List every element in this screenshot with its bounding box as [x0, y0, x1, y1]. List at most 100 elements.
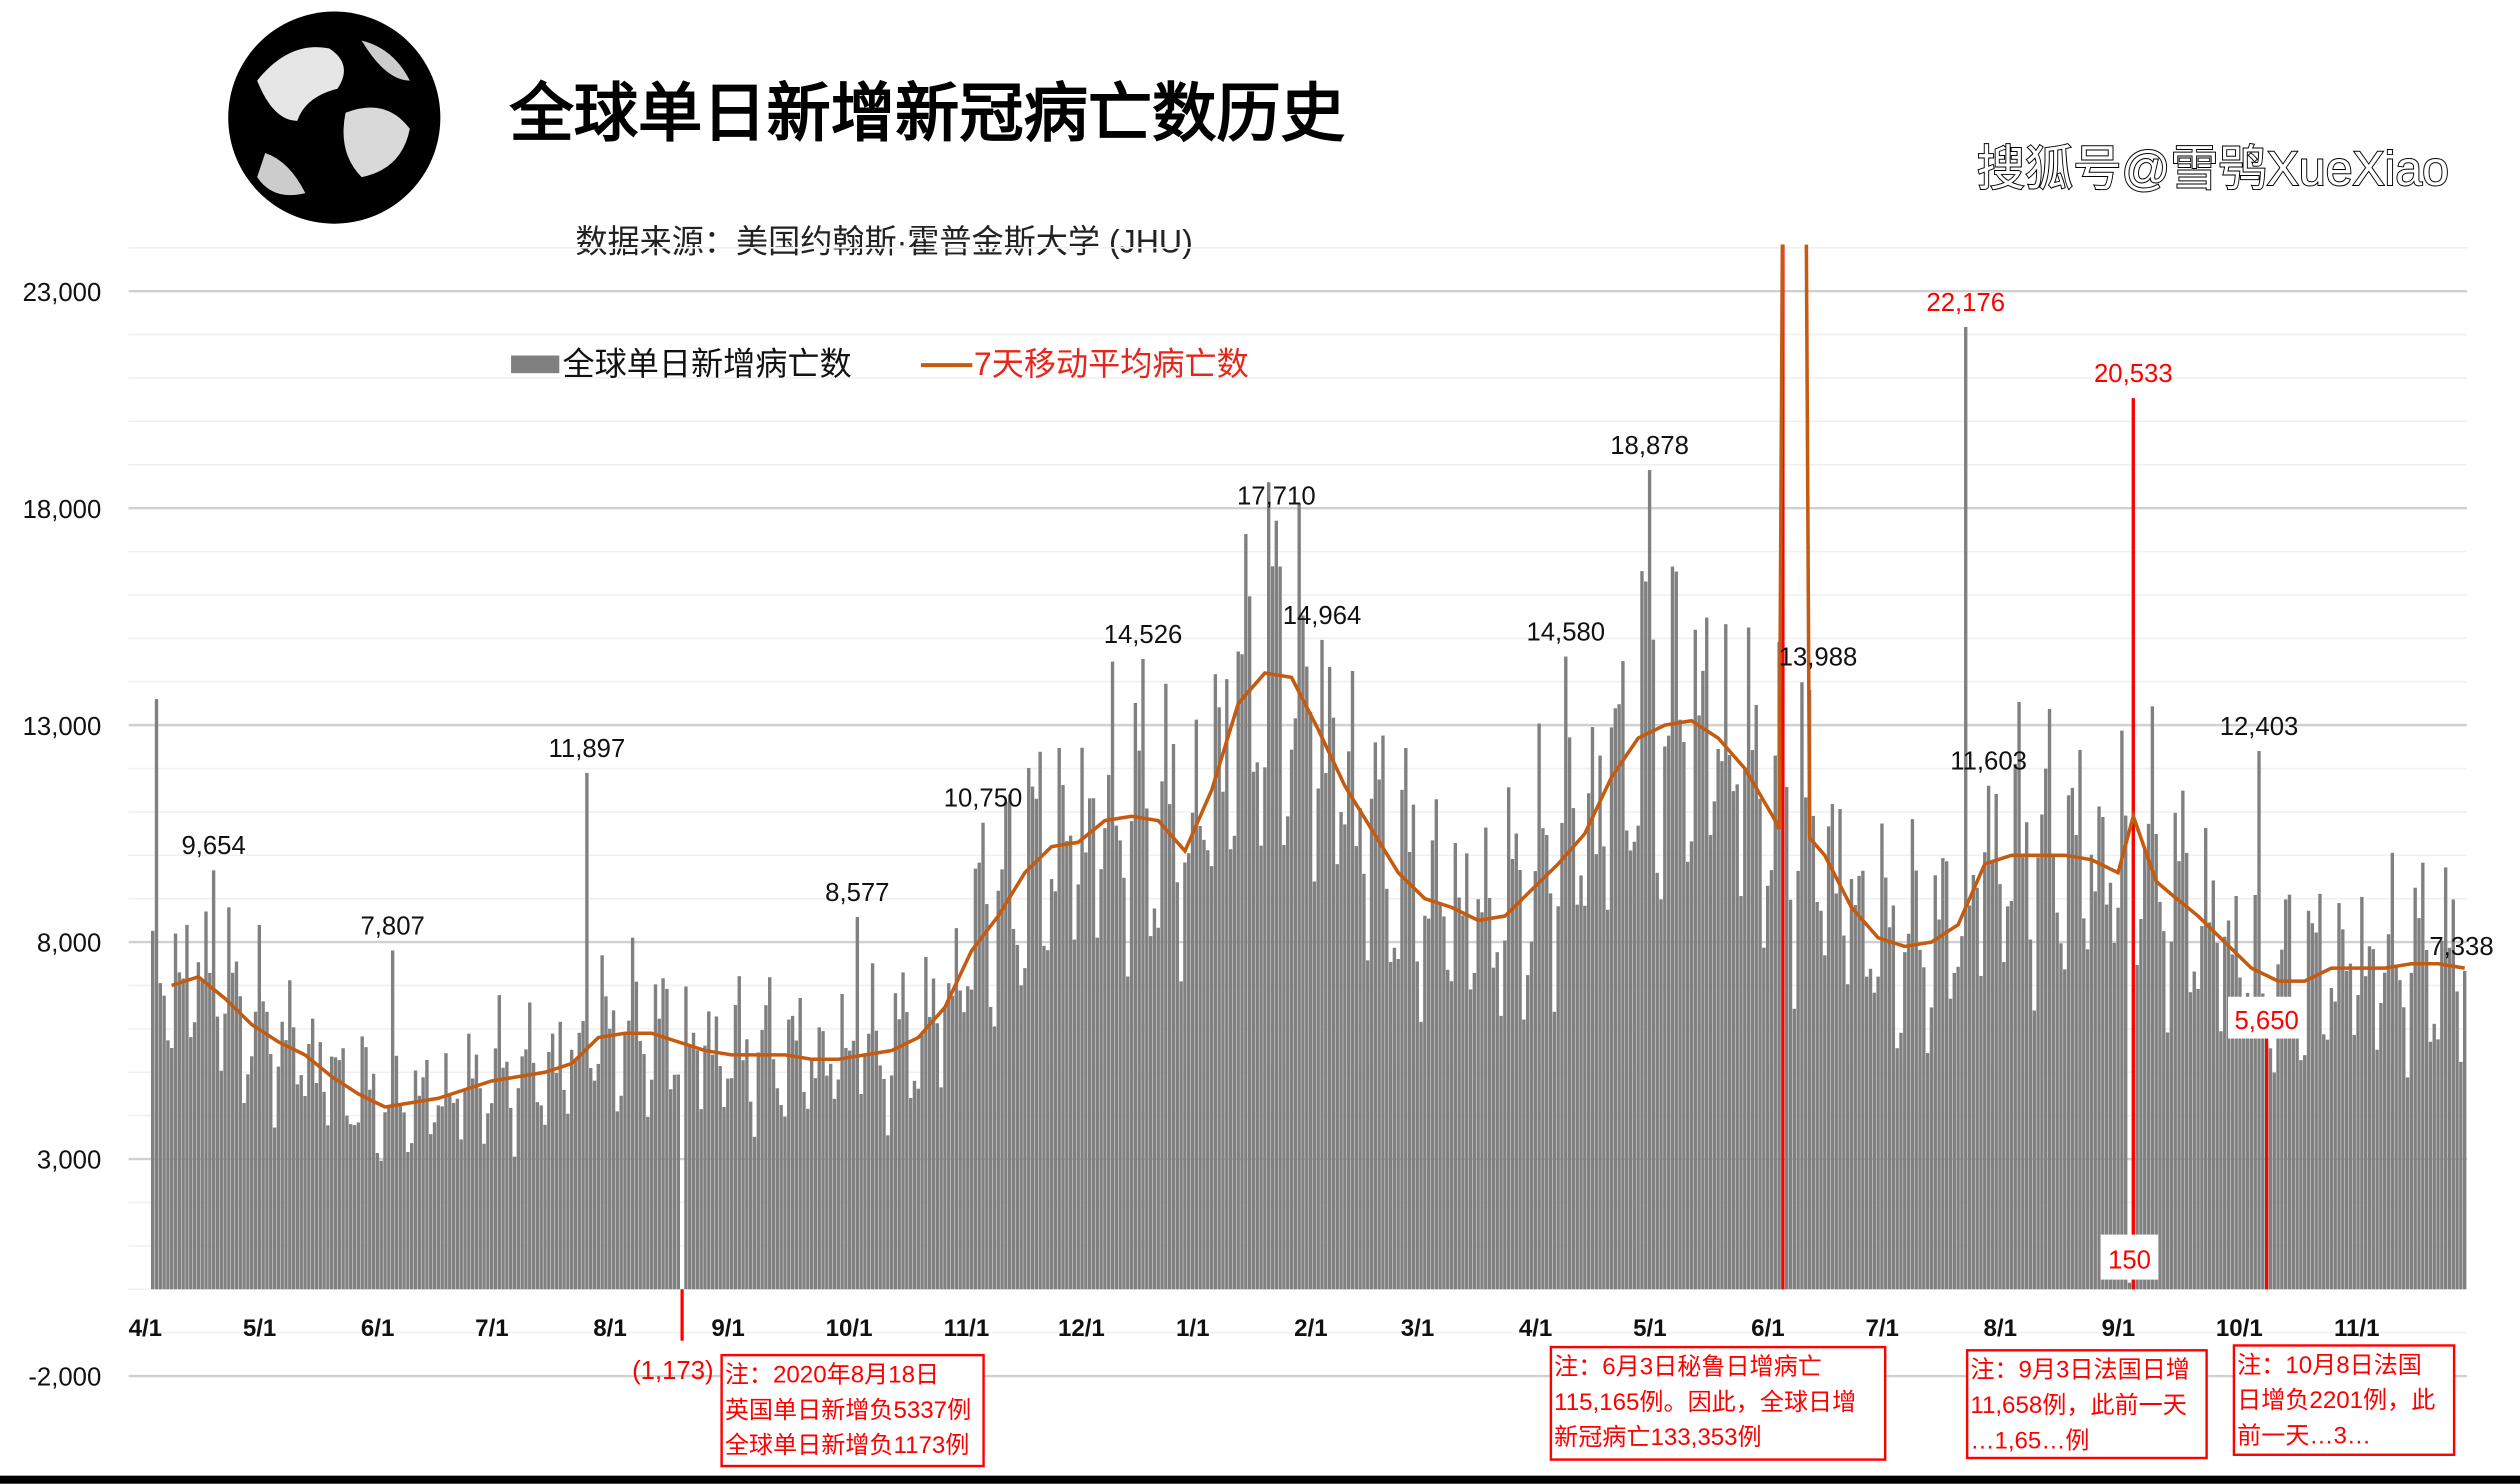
bar: [1807, 689, 1812, 1290]
bar: [1308, 711, 1313, 1290]
bar: [173, 933, 178, 1290]
bar: [669, 1089, 673, 1290]
bar: [1137, 750, 1141, 1290]
bar: [836, 1079, 840, 1290]
bar: [2013, 763, 2017, 1290]
bar: [1979, 975, 1983, 1290]
bar: [1708, 835, 1713, 1290]
bar: [1731, 791, 1736, 1290]
legend-line-label: 7天移动平均病亡数: [974, 346, 1249, 382]
x-tick-label: 3/1: [1401, 1315, 1435, 1342]
annotation-box: [1965, 1349, 2208, 1460]
bar: [223, 1013, 227, 1290]
bar: [985, 904, 989, 1290]
bar: [1594, 854, 1598, 1290]
moving-average-line: [171, 244, 2465, 1109]
bar: [398, 1104, 402, 1290]
bar: [1327, 666, 1332, 1290]
bar: [1598, 755, 1602, 1290]
bar: [2306, 910, 2311, 1290]
bar: [2204, 827, 2208, 1290]
bar: [535, 1102, 540, 1290]
bar: [1499, 1015, 1503, 1290]
bar: [402, 1112, 406, 1290]
bar: [1011, 928, 1016, 1290]
bar: [1815, 901, 1819, 1290]
bar: [611, 1010, 616, 1290]
bar: [2402, 1007, 2406, 1290]
bar: [653, 984, 658, 1290]
bar: [1213, 674, 1218, 1290]
bar: [1388, 962, 1393, 1290]
bar: [1404, 747, 1408, 1290]
bar: [729, 1078, 734, 1290]
bar: [2104, 904, 2109, 1290]
bar: [1720, 761, 1724, 1290]
bar: [299, 1075, 303, 1290]
bar: [1263, 767, 1267, 1290]
x-tick-label: 6/1: [1751, 1315, 1785, 1342]
bar: [1884, 877, 1888, 1290]
bar: [672, 1074, 677, 1290]
bar: [615, 1111, 620, 1290]
bar: [1762, 947, 1766, 1290]
bar: [912, 1080, 917, 1290]
data-label: 12,403: [2220, 713, 2299, 741]
bar: [162, 995, 166, 1290]
annotation-box: [1549, 1345, 1887, 1461]
bar: [215, 1016, 220, 1290]
bar: [189, 1037, 193, 1290]
bar: [154, 699, 159, 1290]
data-label: 7,338: [2429, 933, 2493, 961]
bar: [771, 1059, 776, 1290]
bar: [1358, 808, 1362, 1290]
bar: [390, 950, 395, 1290]
bar: [1426, 918, 1431, 1290]
bar: [825, 1075, 829, 1290]
bar: [463, 1088, 467, 1290]
bar: [2268, 1048, 2273, 1290]
bar: [1053, 891, 1058, 1290]
bar: [269, 1054, 273, 1290]
bar: [2200, 926, 2204, 1290]
bar: [1975, 887, 1979, 1290]
bar: [1442, 916, 1446, 1290]
bar: [947, 983, 951, 1290]
bar: [352, 1125, 357, 1290]
bar: [1343, 824, 1347, 1290]
bar: [2299, 1060, 2303, 1290]
bar: [1228, 849, 1233, 1290]
bar: [1579, 875, 1583, 1290]
bar: [2017, 701, 2021, 1290]
bar: [2405, 1077, 2410, 1290]
bar: [192, 1022, 197, 1290]
bar: [246, 1074, 250, 1290]
bar: [1423, 915, 1427, 1290]
y-tick-label: 23,000: [23, 279, 102, 307]
bar: [1838, 809, 1842, 1290]
x-tick-label: 12/1: [1058, 1315, 1105, 1342]
x-tick-label: 9/1: [711, 1315, 745, 1342]
bar: [2085, 949, 2090, 1290]
bar: [2234, 895, 2238, 1290]
bar: [2398, 980, 2402, 1290]
bar: [1541, 828, 1545, 1290]
bar: [1685, 861, 1690, 1290]
bar: [345, 1115, 349, 1290]
bar: [1647, 470, 1652, 1290]
bar: [2455, 991, 2459, 1290]
bar: [878, 1065, 882, 1290]
bar: [1644, 581, 1648, 1290]
bar: [714, 1016, 719, 1290]
bar: [2108, 882, 2113, 1290]
bar: [1606, 909, 1610, 1290]
bar: [688, 1046, 692, 1290]
bar: [2280, 949, 2284, 1290]
annotation-text: 新冠病亡133,353例: [1554, 1424, 1762, 1451]
bar: [280, 1021, 284, 1290]
bar: [642, 1054, 646, 1290]
bar: [1472, 972, 1477, 1290]
bar: [1179, 981, 1183, 1290]
bar: [2120, 730, 2124, 1290]
